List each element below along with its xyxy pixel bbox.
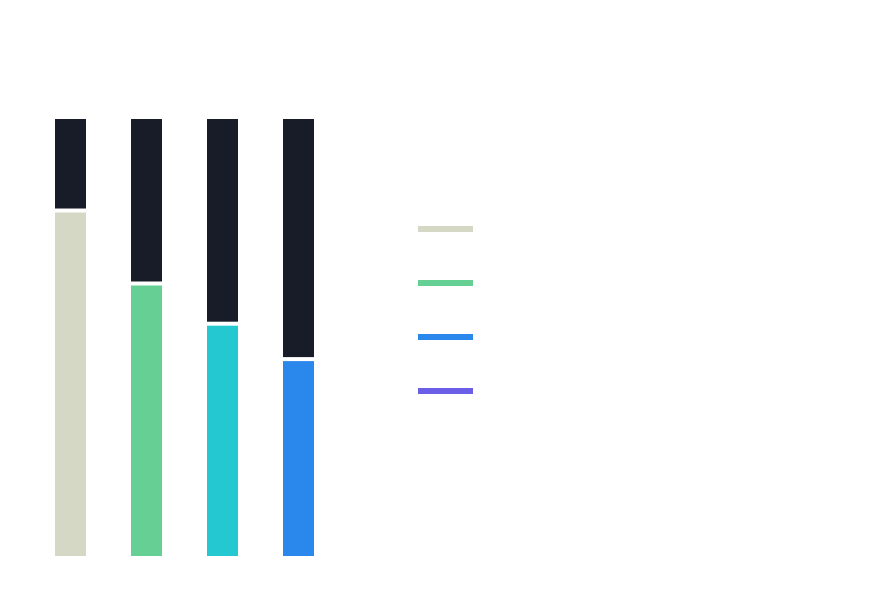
legend-swatch-3 — [418, 334, 473, 340]
bar-fill-3 — [207, 325, 238, 556]
bar-track-1 — [55, 119, 86, 209]
bar-track-4 — [283, 119, 314, 358]
bar-fill-4 — [283, 361, 314, 556]
bar-group-1 — [55, 119, 86, 556]
bar-fill-2 — [131, 285, 162, 556]
bar-group-3 — [207, 119, 238, 556]
bar-group-4 — [283, 119, 314, 556]
legend — [418, 226, 473, 394]
bar-track-3 — [207, 119, 238, 322]
bar-fill-1 — [55, 212, 86, 556]
legend-swatch-4 — [418, 388, 473, 394]
bar-track-2 — [131, 119, 162, 282]
bar-group-2 — [131, 119, 162, 556]
legend-swatch-1 — [418, 226, 473, 232]
legend-swatch-2 — [418, 280, 473, 286]
